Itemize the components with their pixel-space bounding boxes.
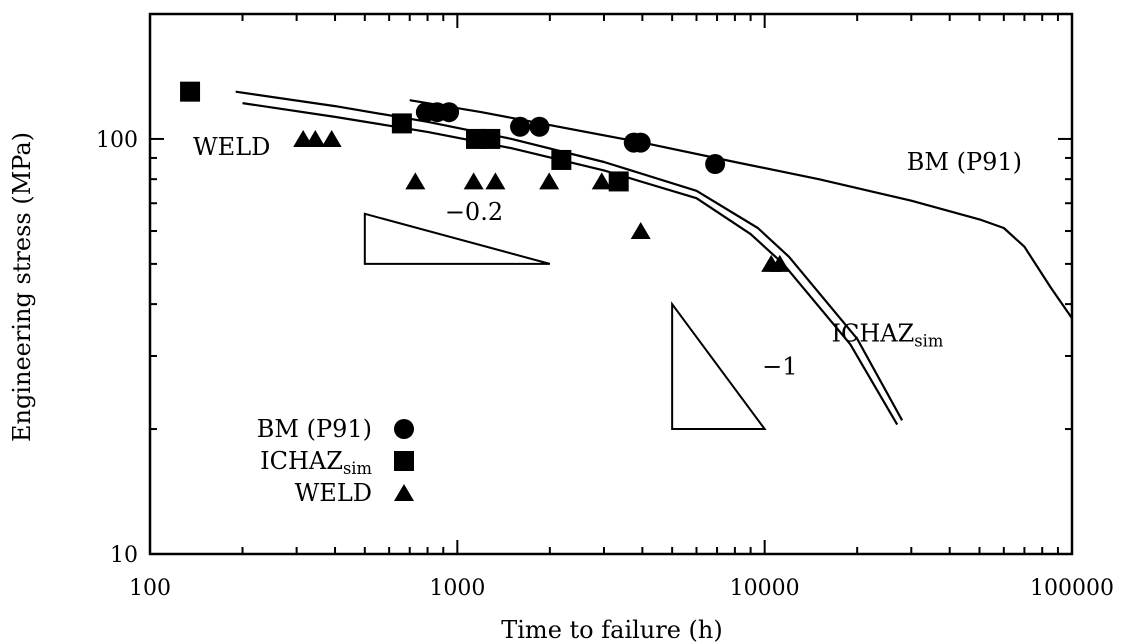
label-subscript: sim — [343, 459, 373, 478]
fit-curve-2 — [242, 102, 899, 426]
point-square — [608, 171, 629, 192]
point-triangle — [630, 222, 651, 240]
y-tick-label: 100 — [96, 128, 138, 153]
x-tick-label: 100 — [129, 576, 171, 601]
point-circle — [439, 102, 460, 123]
label-main: BM (P91) — [907, 148, 1022, 176]
legend-marker-circle — [394, 419, 414, 439]
x-axis-label: Time to failure (h) — [501, 616, 722, 644]
axis-tick-labels: 100 1000 10000 100000 10 100 — [96, 128, 1114, 601]
point-triangle — [405, 172, 426, 190]
point-circle — [705, 154, 726, 175]
data-points — [180, 81, 790, 272]
slope-label-1: −1 — [762, 353, 797, 381]
curve-annotations: WELD BM (P91) ICHAZsim — [193, 133, 1022, 350]
legend-label: WELD — [295, 479, 372, 507]
x-tick-label: 100000 — [1030, 576, 1114, 601]
slope-triangle-0 — [363, 212, 551, 265]
label-main: ICHAZ — [832, 319, 915, 347]
fit-curve-1 — [235, 90, 904, 421]
slope-triangles: −0.2 −1 — [363, 198, 798, 431]
point-square — [391, 113, 412, 134]
point-circle — [630, 132, 651, 153]
axis-ticks — [149, 13, 1073, 555]
point-triangle — [485, 172, 506, 190]
plot-frame — [148, 12, 1074, 556]
point-square — [551, 149, 572, 170]
point-triangle — [769, 254, 790, 272]
slope-label-0: −0.2 — [445, 198, 503, 226]
label-main: WELD — [193, 133, 270, 161]
annotation-1: BM (P91) — [907, 148, 1022, 176]
point-square — [180, 81, 201, 102]
y-axis-label: Engineering stress (MPa) — [8, 132, 36, 442]
point-triangle — [539, 172, 560, 190]
y-tick-label: 10 — [110, 543, 138, 568]
point-triangle — [305, 129, 326, 147]
label-main: BM (P91) — [257, 415, 372, 443]
legend-label: ICHAZsim — [260, 447, 372, 478]
annotation-2: ICHAZsim — [832, 319, 944, 350]
point-circle — [529, 116, 550, 137]
label-main: ICHAZ — [260, 447, 343, 475]
x-tick-label: 1000 — [429, 576, 485, 601]
slope-triangle-1 — [671, 301, 767, 431]
point-triangle — [591, 172, 612, 190]
annotation-0: WELD — [193, 133, 270, 161]
legend-marker-square — [394, 451, 414, 471]
label-main: WELD — [295, 479, 372, 507]
point-circle — [510, 116, 531, 137]
point-triangle — [321, 129, 342, 147]
point-triangle — [463, 172, 484, 190]
legend-marker-triangle — [394, 484, 414, 501]
point-square — [480, 128, 501, 149]
label-subscript: sim — [914, 331, 944, 350]
fit-curve-0 — [409, 99, 1073, 319]
x-tick-label: 10000 — [730, 576, 800, 601]
legend-label: BM (P91) — [257, 415, 372, 443]
fit-curves — [235, 90, 1073, 426]
